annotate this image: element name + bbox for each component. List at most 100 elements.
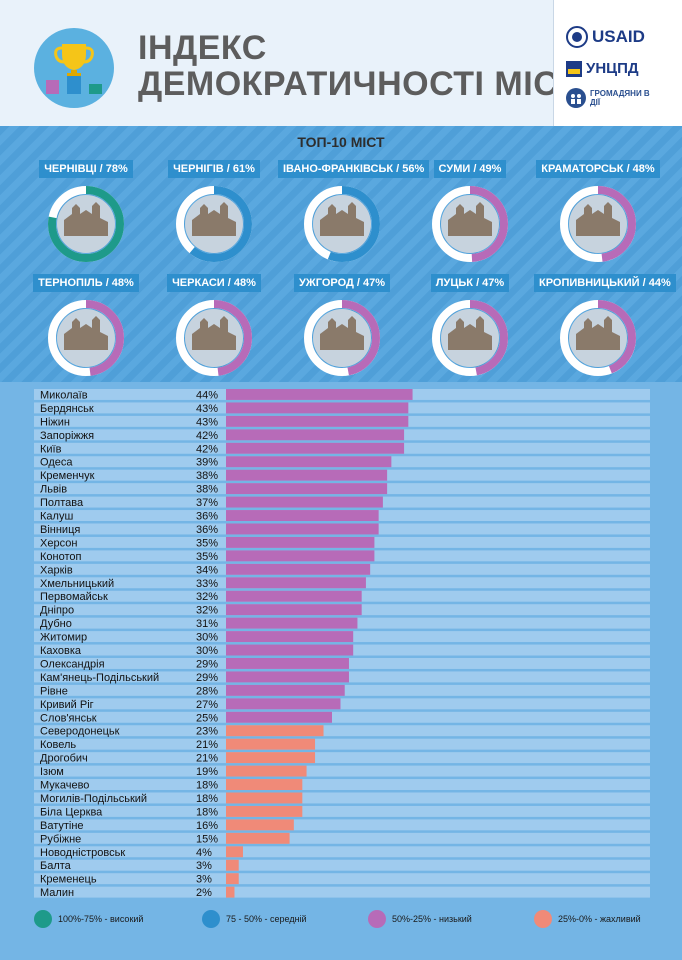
- value-label: 19%: [196, 766, 218, 778]
- bar: [226, 402, 409, 414]
- category-label: Калуш: [40, 511, 73, 523]
- top-city-card: УЖГОРОД / 47%: [278, 274, 406, 378]
- value-label: 33%: [196, 578, 218, 590]
- building-icon: [64, 316, 108, 350]
- value-label: 43%: [196, 403, 218, 415]
- building-icon: [320, 316, 364, 350]
- ring-value-arc: [176, 300, 252, 376]
- building-icon: [576, 202, 620, 236]
- category-label: Дрогобич: [40, 753, 88, 765]
- value-label: 42%: [196, 443, 218, 455]
- header: ІНДЕКС ДЕМОКРАТИЧНОСТІ МІСТ USAID УНЦПД …: [0, 0, 682, 126]
- value-label: 36%: [196, 524, 218, 536]
- building-icon: [192, 202, 236, 236]
- top-city-label: ЧЕРНІГІВ / 61%: [168, 160, 260, 178]
- category-label: Дубно: [40, 618, 72, 630]
- bar: [226, 644, 354, 656]
- legend-label: 75 - 50% - середній: [226, 914, 307, 924]
- bar: [226, 725, 324, 737]
- gromady-logo: ГРОМАДЯНИ В ДІЇ: [566, 88, 662, 108]
- bar: [226, 631, 354, 643]
- value-label: 31%: [196, 618, 218, 630]
- top-city-card: ЧЕРНІГІВ / 61%: [150, 160, 278, 264]
- value-label: 38%: [196, 470, 218, 482]
- category-label: Полтава: [40, 497, 84, 509]
- bar: [226, 456, 392, 468]
- category-label: Балта: [40, 860, 72, 872]
- category-label: Могилів-Подільський: [40, 793, 147, 805]
- score-ring: [176, 300, 252, 376]
- row-track: [34, 779, 650, 790]
- score-ring: [304, 300, 380, 376]
- usaid-seal-icon: [566, 26, 588, 48]
- score-ring: [176, 186, 252, 262]
- bar: [226, 523, 379, 535]
- ring-value-arc: [48, 186, 124, 262]
- top10-section: ТОП-10 МІСТ ЧЕРНІВЦІ / 78% ЧЕРНІГІВ / 61%…: [0, 126, 682, 382]
- category-label: Мукачево: [40, 780, 89, 792]
- bar: [226, 805, 303, 817]
- bar: [226, 469, 388, 481]
- bar: [226, 536, 375, 548]
- uncpd-flag-icon: [566, 60, 582, 77]
- ring-value-arc: [48, 300, 124, 376]
- top-city-card: ІВАНО-ФРАНКІВСЬК / 56%: [278, 160, 430, 264]
- bar: [226, 577, 366, 589]
- category-label: Слов'янськ: [40, 712, 97, 724]
- value-label: 15%: [196, 833, 218, 845]
- bar: [226, 496, 383, 508]
- bar: [226, 846, 243, 858]
- ring-value-arc: [560, 300, 636, 376]
- row-track: [34, 886, 650, 898]
- row-track: [34, 873, 650, 885]
- value-label: 29%: [196, 658, 218, 670]
- uncpd-logo: УНЦПД: [566, 60, 639, 77]
- value-label: 3%: [196, 874, 212, 886]
- value-label: 39%: [196, 457, 218, 469]
- value-label: 42%: [196, 430, 218, 442]
- value-label: 4%: [196, 847, 212, 859]
- top-city-card: ЧЕРНІВЦІ / 78%: [22, 160, 150, 264]
- usaid-text: USAID: [592, 27, 645, 46]
- value-label: 18%: [196, 793, 218, 805]
- row-track: [34, 711, 650, 723]
- value-label: 34%: [196, 564, 218, 576]
- value-label: 38%: [196, 484, 218, 496]
- category-label: Рівне: [40, 685, 68, 697]
- top-city-label: ТЕРНОПІЛЬ / 48%: [33, 274, 139, 292]
- ring-value-arc: [304, 300, 380, 376]
- category-label: Дніпро: [40, 605, 74, 617]
- legend-label: 25%-0% - жахливий: [558, 914, 641, 924]
- row-track: [34, 698, 650, 710]
- bar-chart-svg: Миколаїв 44% Бердянськ 43% Ніжин 43% Запоріжжя…: [34, 389, 650, 899]
- bar: [226, 752, 316, 764]
- ring-value-arc: [432, 186, 508, 262]
- category-label: Ізюм: [40, 766, 64, 778]
- row-track: [34, 725, 650, 737]
- top-city-label: ЛУЦЬК / 47%: [430, 274, 510, 292]
- top-city-card: ТЕРНОПІЛЬ / 48%: [22, 274, 150, 378]
- building-icon: [64, 202, 108, 236]
- category-label: Київ: [40, 443, 62, 455]
- bar: [226, 442, 405, 454]
- category-label: Хмельницький: [40, 578, 114, 590]
- category-label: Херсон: [40, 537, 77, 549]
- building-icon: [320, 202, 364, 236]
- category-label: Кривий Ріг: [40, 699, 94, 711]
- bar: [226, 684, 345, 696]
- bar: [226, 792, 303, 804]
- bar: [226, 819, 294, 831]
- bar: [226, 550, 375, 562]
- top-city-card: КРАМАТОРСЬК / 48%: [534, 160, 662, 264]
- category-label: Каховка: [40, 645, 82, 657]
- value-label: 27%: [196, 699, 218, 711]
- value-label: 3%: [196, 860, 212, 872]
- value-label: 30%: [196, 645, 218, 657]
- score-ring: [560, 300, 636, 376]
- category-label: Одеса: [40, 457, 73, 469]
- top-city-card: ЛУЦЬК / 47%: [406, 274, 534, 378]
- value-label: 32%: [196, 591, 218, 603]
- row-track: [34, 738, 650, 750]
- value-label: 37%: [196, 497, 218, 509]
